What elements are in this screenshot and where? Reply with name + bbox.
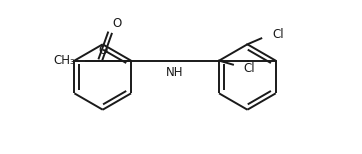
Text: Cl: Cl [244, 62, 256, 75]
Text: Cl: Cl [272, 28, 284, 41]
Text: NH: NH [166, 66, 184, 79]
Text: O: O [112, 17, 122, 30]
Text: O: O [99, 44, 108, 57]
Text: CH₃: CH₃ [54, 54, 76, 67]
